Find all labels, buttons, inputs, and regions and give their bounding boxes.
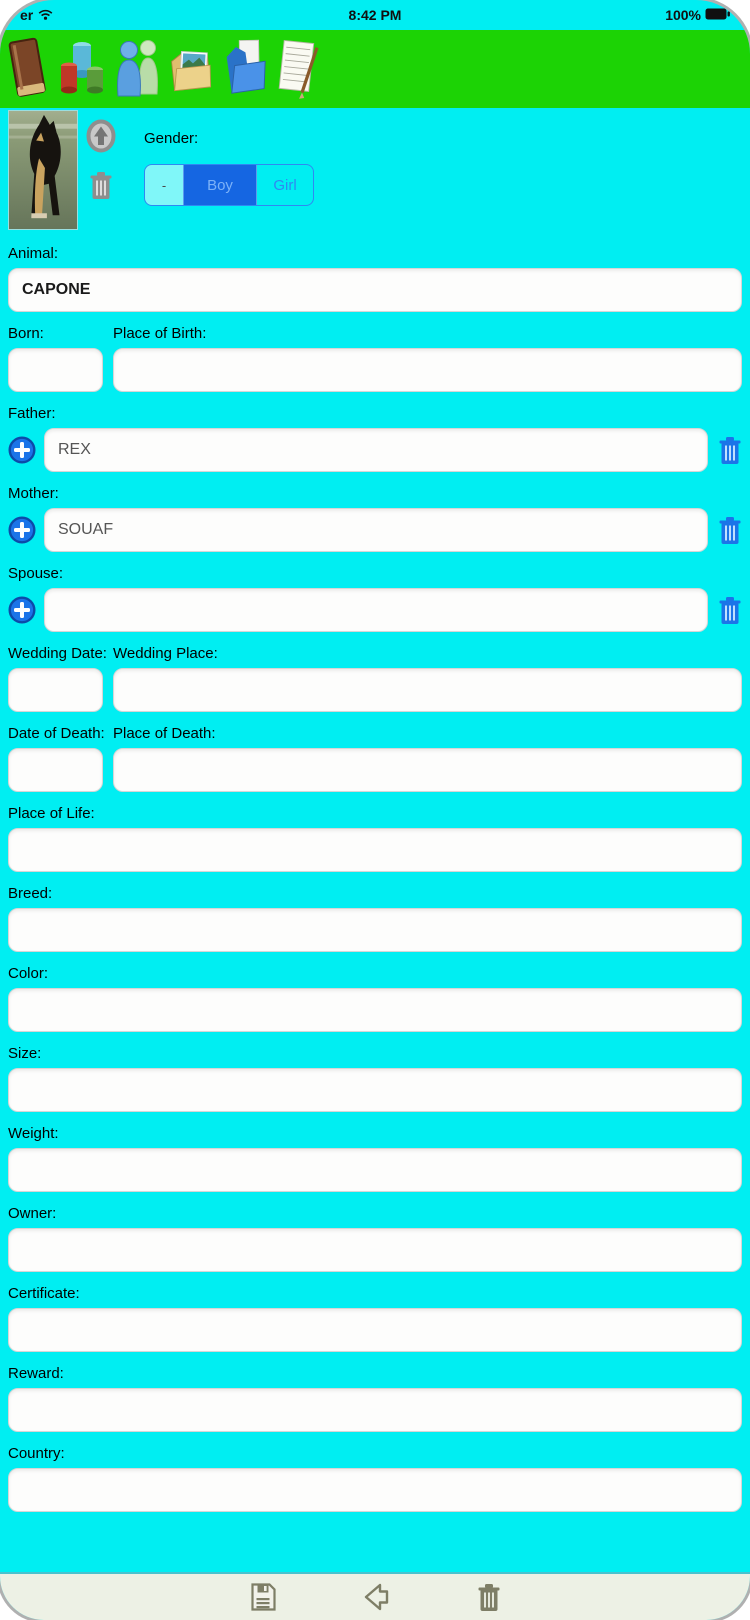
mother-input[interactable] — [44, 508, 708, 552]
containers-icon[interactable] — [58, 33, 108, 105]
date-of-death-input[interactable] — [8, 748, 103, 792]
add-mother-icon[interactable] — [8, 516, 36, 544]
bottom-toolbar — [0, 1572, 750, 1620]
add-father-icon[interactable] — [8, 436, 36, 464]
certificate-label: Certificate: — [8, 1285, 80, 1302]
weight-label: Weight: — [8, 1125, 59, 1142]
father-input[interactable] — [44, 428, 708, 472]
spouse-input[interactable] — [44, 588, 708, 632]
gender-segmented-control: - Boy Girl — [144, 164, 314, 206]
gender-option-none[interactable]: - — [145, 165, 183, 205]
pet-photo[interactable] — [8, 110, 78, 230]
battery-icon — [705, 7, 730, 23]
country-label: Country: — [8, 1445, 65, 1462]
place-of-birth-input[interactable] — [113, 348, 742, 392]
gender-option-boy[interactable]: Boy — [183, 165, 256, 205]
gender-label: Gender: — [144, 130, 199, 147]
wedding-place-label: Wedding Place: — [113, 645, 218, 662]
status-time: 8:42 PM — [348, 7, 402, 23]
delete-father-icon[interactable] — [718, 435, 742, 465]
back-icon[interactable] — [361, 1582, 393, 1612]
place-of-life-label: Place of Life: — [8, 805, 95, 822]
top-toolbar — [0, 30, 750, 108]
reward-input[interactable] — [8, 1388, 742, 1432]
photo-section: Gender: - Boy Girl — [8, 108, 742, 232]
place-of-life-input[interactable] — [8, 828, 742, 872]
battery-percent: 100% — [665, 7, 701, 23]
animal-label: Animal: — [8, 245, 59, 262]
breed-input[interactable] — [8, 908, 742, 952]
born-input[interactable] — [8, 348, 103, 392]
documents-folder-icon[interactable] — [220, 33, 270, 105]
status-bar: er 8:42 PM 100% — [0, 0, 750, 30]
size-input[interactable] — [8, 1068, 742, 1112]
color-label: Color: — [8, 965, 49, 982]
reward-label: Reward: — [8, 1365, 64, 1382]
place-of-death-label: Place of Death: — [113, 725, 216, 742]
place-of-birth-label: Place of Birth: — [113, 325, 207, 342]
delete-mother-icon[interactable] — [718, 515, 742, 545]
breed-label: Breed: — [8, 885, 53, 902]
add-spouse-icon[interactable] — [8, 596, 36, 624]
wedding-date-input[interactable] — [8, 668, 103, 712]
animal-input[interactable] — [8, 268, 742, 312]
spouse-label: Spouse: — [8, 565, 64, 582]
mother-label: Mother: — [8, 485, 59, 502]
save-icon[interactable] — [250, 1582, 277, 1612]
wedding-place-input[interactable] — [113, 668, 742, 712]
photo-actions — [78, 108, 124, 200]
date-of-death-label: Date of Death: — [8, 725, 105, 742]
born-label: Born: — [8, 325, 44, 342]
photo-upload-icon[interactable] — [85, 118, 117, 154]
certificate-input[interactable] — [8, 1308, 742, 1352]
place-of-death-input[interactable] — [113, 748, 742, 792]
delete-spouse-icon[interactable] — [718, 595, 742, 625]
weight-input[interactable] — [8, 1148, 742, 1192]
notes-icon[interactable] — [274, 33, 324, 105]
photo-folder-icon[interactable] — [166, 33, 216, 105]
book-icon[interactable] — [4, 33, 54, 105]
gender-option-girl[interactable]: Girl — [256, 165, 313, 205]
size-label: Size: — [8, 1045, 42, 1062]
gender-block: Gender: - Boy Girl — [144, 108, 314, 206]
carrier-label: er — [20, 7, 34, 23]
record-form: Gender: - Boy Girl Animal: Born: Place o… — [0, 108, 750, 1572]
color-input[interactable] — [8, 988, 742, 1032]
country-input[interactable] — [8, 1468, 742, 1512]
wedding-date-label: Wedding Date: — [8, 645, 107, 662]
wifi-icon — [38, 7, 53, 23]
father-label: Father: — [8, 405, 56, 422]
photo-delete-icon[interactable] — [89, 170, 113, 200]
people-icon[interactable] — [112, 33, 162, 105]
owner-label: Owner: — [8, 1205, 57, 1222]
owner-input[interactable] — [8, 1228, 742, 1272]
delete-record-icon[interactable] — [477, 1582, 501, 1612]
